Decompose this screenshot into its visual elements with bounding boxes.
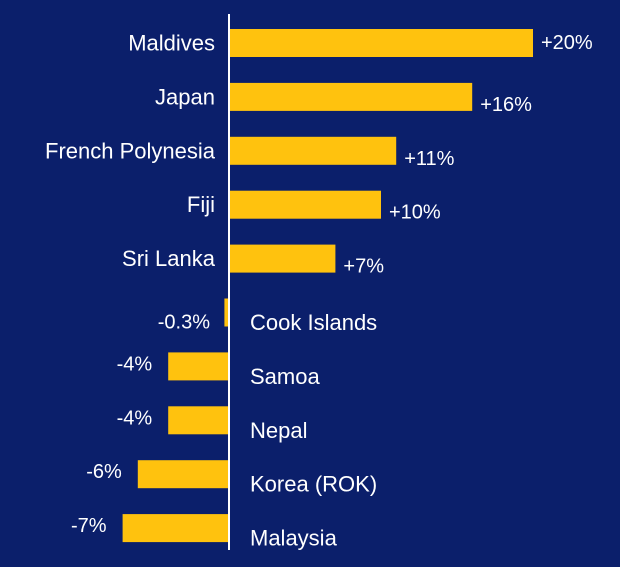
value-label-malaysia: -7% [71, 515, 107, 537]
category-label-korea-rok: Korea (ROK) [250, 472, 377, 497]
value-label-fiji: +10% [389, 202, 441, 224]
bar-fiji [229, 190, 381, 219]
value-label-french-polynesia: +11% [404, 148, 454, 170]
value-label-cook-islands: -0.3% [158, 312, 210, 334]
category-label-malaysia: Malaysia [250, 526, 338, 551]
category-label-japan: Japan [155, 84, 215, 109]
value-label-korea-rok: -6% [86, 461, 122, 483]
bar-sri-lanka [229, 244, 336, 273]
value-label-nepal: -4% [117, 407, 153, 429]
category-label-cook-islands: Cook Islands [250, 310, 377, 335]
category-label-samoa: Samoa [250, 364, 320, 389]
value-label-sri-lanka: +7% [343, 256, 384, 278]
category-label-nepal: Nepal [250, 418, 307, 443]
category-label-maldives: Maldives [128, 31, 215, 56]
bar-japan [229, 82, 473, 111]
bar-cook-islands [224, 298, 229, 327]
category-label-fiji: Fiji [187, 192, 215, 217]
category-label-sri-lanka: Sri Lanka [122, 246, 216, 271]
bar-french-polynesia [229, 136, 397, 165]
labels-group: Maldives +20% Japan +16% French Polynesia +11… [45, 31, 593, 551]
category-label-french-polynesia: French Polynesia [45, 138, 216, 163]
bar-maldives [229, 29, 533, 57]
value-label-maldives: +20% [541, 32, 593, 54]
bar-samoa [168, 352, 229, 381]
bar-korea-rok [137, 460, 229, 489]
bar-malaysia [122, 514, 229, 543]
bar-nepal [168, 406, 229, 435]
value-label-japan: +16% [480, 94, 532, 116]
value-label-samoa: -4% [117, 353, 153, 375]
bars-group [122, 29, 533, 543]
